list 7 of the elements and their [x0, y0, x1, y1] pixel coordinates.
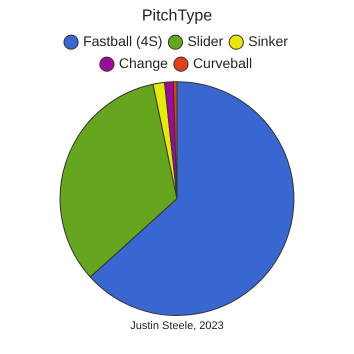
legend-title: PitchType [142, 7, 212, 24]
legend-label: Sinker [248, 33, 288, 50]
legend-label: Fastball (4S) [83, 33, 162, 50]
legend-label: Curveball [192, 55, 252, 72]
text: Justin Steele, 2023 [129, 320, 225, 332]
legend-label: Change [118, 55, 168, 72]
legend-label: Slider [187, 33, 224, 50]
